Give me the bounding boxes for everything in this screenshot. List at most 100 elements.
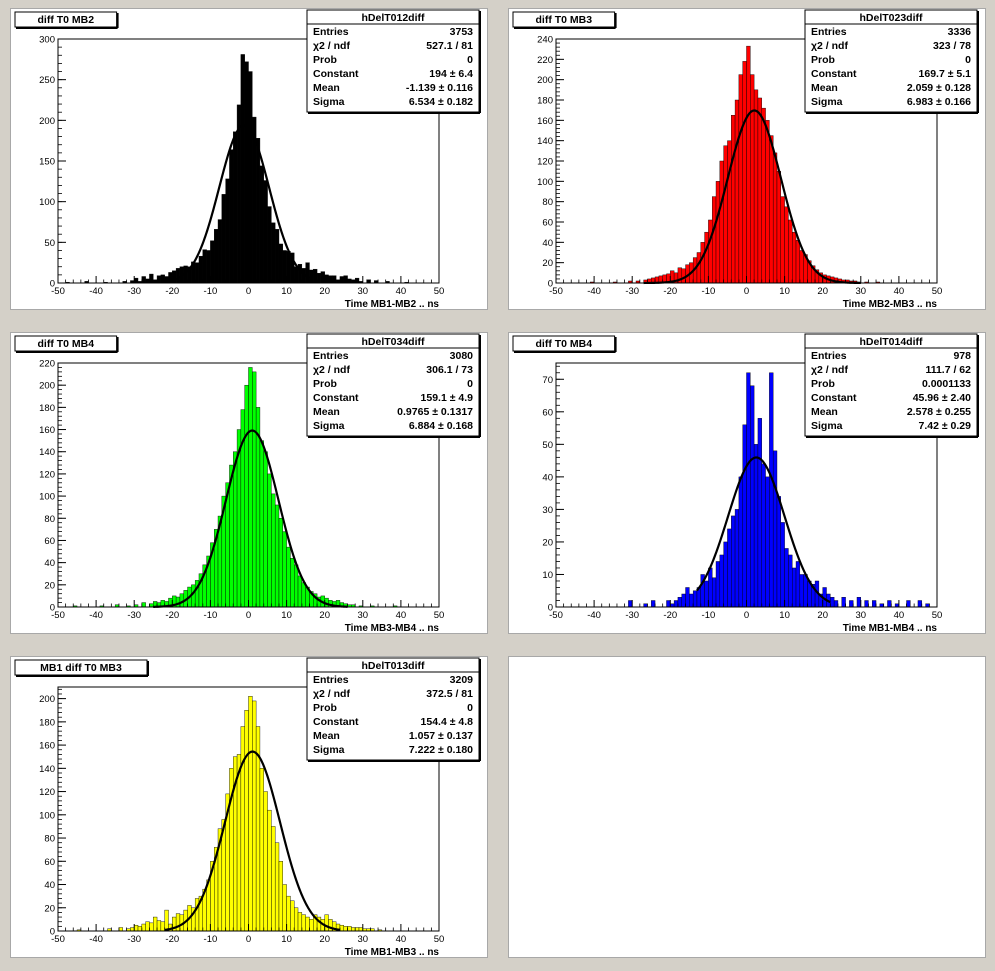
- histogram-bar: [761, 107, 766, 284]
- x-tick-label: 40: [396, 934, 407, 945]
- histogram-bar: [141, 923, 146, 932]
- histogram-bar: [731, 115, 736, 284]
- pad-hdelt023diff[interactable]: -50 -40 -30 -20 -10 0 10 20 30 40 50 0 20 40 60 80 100 12…: [508, 8, 986, 310]
- histogram-bar: [145, 921, 150, 932]
- histogram-bar: [214, 229, 219, 284]
- histogram-bar: [267, 206, 272, 284]
- stats-value: 978: [953, 350, 971, 362]
- y-tick-label: 140: [39, 764, 55, 775]
- histogram-bar: [765, 120, 770, 284]
- histogram-bar: [221, 194, 226, 284]
- y-tick-label: 100: [39, 492, 55, 503]
- gaussian-fit-curve: [164, 750, 341, 931]
- x-tick-label: 40: [894, 286, 905, 297]
- stats-label: Prob: [313, 378, 337, 390]
- y-tick-label: 160: [39, 425, 55, 436]
- histogram-bar: [780, 196, 785, 284]
- y-tick-label: 220: [39, 359, 55, 370]
- stats-value: 7.42 ± 0.29: [919, 420, 972, 432]
- stats-box-frame: [804, 9, 978, 113]
- stats-label: Sigma: [811, 420, 843, 432]
- histogram-bar: [742, 61, 747, 284]
- x-axis-label: Time MB1-MB3 .. ns: [345, 947, 440, 958]
- stats-label: Entries: [811, 26, 847, 38]
- histogram-bar: [719, 554, 724, 608]
- x-tick-label: -50: [51, 934, 65, 945]
- x-tick-label: 20: [319, 610, 330, 621]
- stats-value: 159.1 ± 4.9: [421, 392, 474, 404]
- histogram-bar: [278, 243, 283, 284]
- title-box: diff T0 MB2: [14, 11, 119, 29]
- stats-label: Constant: [811, 392, 857, 404]
- histogram-bar: [290, 557, 295, 608]
- histogram-bar: [753, 89, 759, 284]
- stats-label: Entries: [313, 26, 349, 38]
- stats-value: 3336: [948, 26, 972, 38]
- stats-label: χ2 / ndf: [313, 40, 350, 52]
- histogram-bar: [149, 922, 154, 932]
- x-axis-ticks: -50 -40 -30 -20 -10 0 10 20 30 40 50: [51, 276, 444, 297]
- histogram-bar: [723, 541, 728, 608]
- histogram-bar: [164, 909, 169, 932]
- histogram-bar: [917, 600, 922, 608]
- x-tick-label: 20: [319, 934, 330, 945]
- y-tick-label: 180: [39, 717, 55, 728]
- y-tick-label: 40: [542, 238, 553, 249]
- histogram-bar: [757, 97, 762, 284]
- x-tick-label: 30: [358, 934, 369, 945]
- histogram-bar: [240, 54, 245, 284]
- histogram-bar: [297, 912, 303, 932]
- y-axis-ticks: 0 20 40 60 80 100 120 140 160 180 200: [39, 688, 66, 938]
- histogram-bar: [141, 602, 146, 608]
- histogram-bar: [746, 372, 751, 608]
- histogram-bar: [316, 273, 322, 284]
- histogram-bar: [244, 710, 249, 932]
- histogram-bar: [301, 914, 306, 932]
- x-tick-label: 50: [434, 286, 445, 297]
- histogram-bar: [906, 600, 911, 608]
- x-tick-label: -30: [625, 610, 639, 621]
- histogram-bar: [715, 561, 721, 608]
- histogram-bar: [282, 884, 287, 932]
- pad-hdelt012diff[interactable]: -50 -40 -30 -20 -10 0 10 20 30 40 50 0 50 100 150 200 25…: [10, 8, 488, 310]
- x-tick-label: -20: [165, 934, 179, 945]
- histogram-bar: [742, 424, 747, 608]
- stats-label: Sigma: [313, 96, 345, 108]
- histogram-bar: [727, 140, 732, 284]
- histogram-bar: [358, 927, 363, 932]
- y-tick-label: 160: [537, 116, 553, 127]
- histogram-bar: [229, 149, 234, 284]
- x-tick-label: 0: [744, 610, 749, 621]
- histogram-bar: [278, 518, 283, 608]
- histogram-bar: [784, 206, 789, 284]
- stats-label: Constant: [313, 68, 359, 80]
- histogram-bar: [271, 222, 276, 284]
- x-tick-label: 0: [246, 934, 251, 945]
- stats-value: 2.059 ± 0.128: [907, 82, 971, 94]
- histogram-bar: [175, 596, 181, 608]
- histogram-bar: [320, 271, 325, 284]
- y-tick-label: 0: [50, 603, 55, 614]
- histogram-bar: [324, 274, 329, 284]
- histogram-svg: -50 -40 -30 -20 -10 0 10 20 30 40 50 0 20 40 60 80 100 12…: [14, 657, 481, 958]
- histogram-svg: -50 -40 -30 -20 -10 0 10 20 30 40 50 0 50 100 150 200 25…: [14, 9, 481, 310]
- title-box: diff T0 MB3: [512, 11, 617, 29]
- histogram-bar: [753, 444, 759, 608]
- histogram-svg: -50 -40 -30 -20 -10 0 10 20 30 40 50 0 20 40 60 80 100 12…: [14, 333, 481, 634]
- histogram-bar: [715, 181, 721, 284]
- title-box: diff T0 MB4: [512, 335, 617, 353]
- histogram-bar: [339, 276, 344, 284]
- histogram-bars: [628, 372, 930, 608]
- pad-hdelt034diff[interactable]: -50 -40 -30 -20 -10 0 10 20 30 40 50 0 20 40 60 80 100 12…: [10, 332, 488, 634]
- histogram-bar: [156, 275, 162, 284]
- histogram-bar: [225, 178, 230, 284]
- histogram-bar: [795, 240, 801, 284]
- pad-hdelt014diff[interactable]: -50 -40 -30 -20 -10 0 10 20 30 40 50 0 10 20 30 40 50 60 7…: [508, 332, 986, 634]
- y-tick-label: 0: [50, 927, 55, 938]
- histogram-bar: [286, 546, 291, 608]
- x-tick-label: 50: [434, 610, 445, 621]
- histogram-bar: [731, 515, 736, 608]
- x-tick-label: -20: [165, 286, 179, 297]
- stats-box: hDelT012diff Entries 3753 χ2 / ndf 527.1 / 8…: [306, 9, 481, 114]
- pad-hdelt013diff[interactable]: -50 -40 -30 -20 -10 0 10 20 30 40 50 0 20 40 60 80 100 12…: [10, 656, 488, 958]
